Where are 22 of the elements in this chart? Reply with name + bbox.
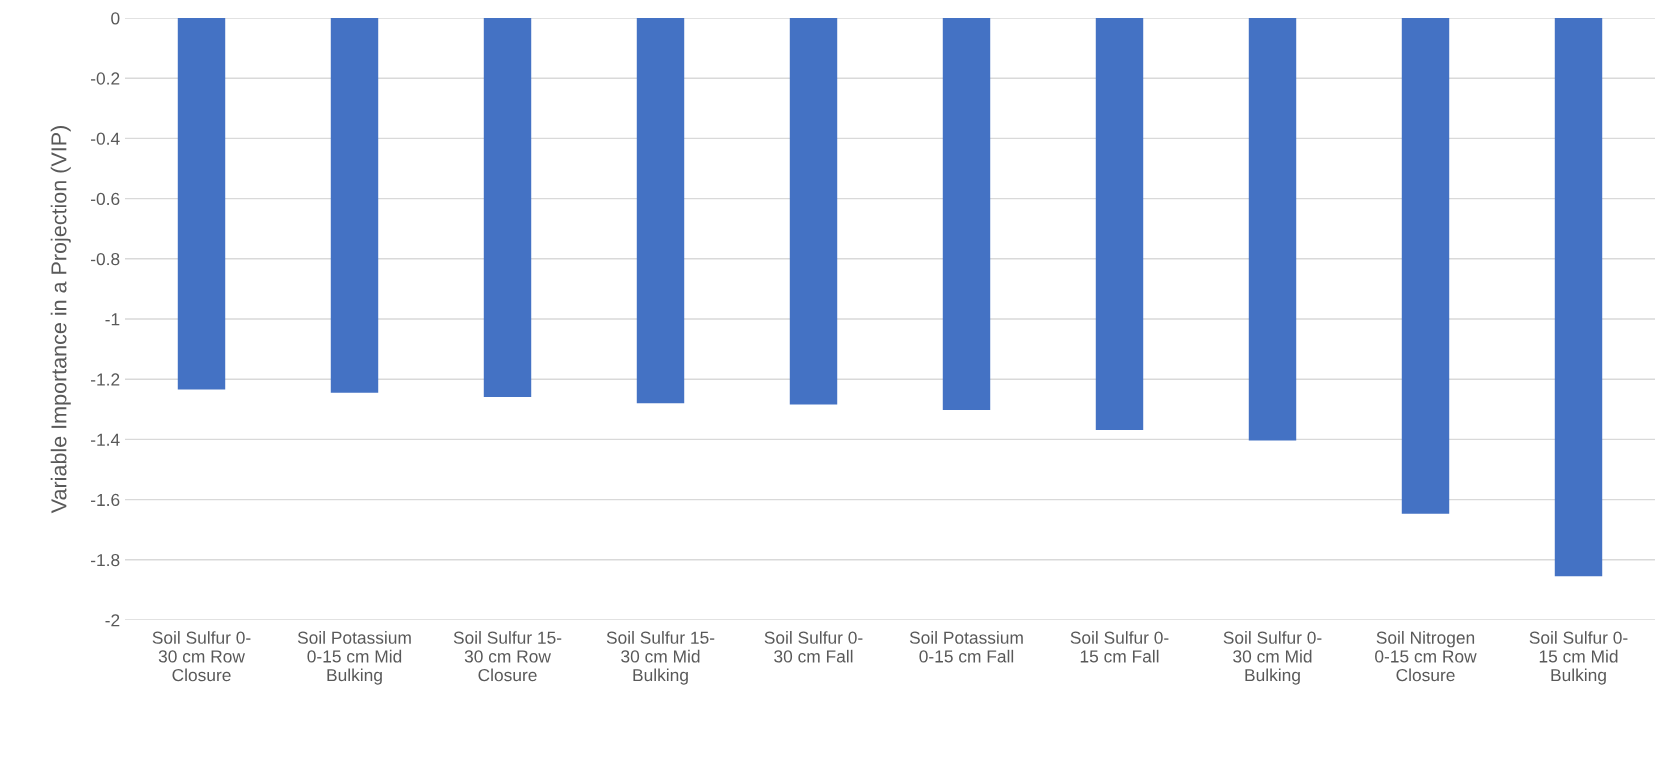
y-tick-label: -2 [105, 614, 120, 627]
y-tick-label: -0.6 [91, 192, 120, 206]
y-tick-label: -1.6 [91, 493, 120, 507]
y-tick-label: -0.2 [91, 72, 120, 85]
x-tick-label: Soil Nitrogen 0-15 cm Row Closure [1375, 631, 1477, 682]
x-tick-label: Soil Sulfur 15-30 cm Mid Bulking [606, 631, 715, 685]
x-tick-label: Soil Sulfur 15-30 cm Row Closure [453, 631, 562, 682]
x-tick-label: Soil Sulfur 0-30 cm Fall [764, 631, 863, 663]
x-tick-label: Soil Potassium 0-15 cm Fall [909, 631, 1023, 663]
y-tick-label: -1 [105, 313, 120, 326]
y-tick-label: -1.2 [91, 373, 120, 386]
y-tick-label: -1.8 [91, 553, 120, 567]
y-axis-title: Variable Importance in a Projection (VIP) [50, 126, 71, 514]
x-tick-label: Soil Potassium 0-15 cm Mid Bulking [297, 631, 411, 685]
x-tick-label: Soil Sulfur 0-15 cm Mid Bulking [1529, 631, 1628, 685]
y-tick-label: -0.4 [91, 132, 120, 145]
x-tick-label: Soil Sulfur 0-30 cm Row Closure [152, 631, 251, 682]
x-tick-label: Soil Sulfur 0-30 cm Mid Bulking [1223, 631, 1322, 685]
x-tick-label: Soil Sulfur 0-15 cm Fall [1070, 631, 1169, 663]
y-tick-label: -1.4 [91, 433, 120, 446]
y-tick-label: -0.8 [91, 252, 120, 266]
y-tick-label: 0 [111, 12, 120, 25]
